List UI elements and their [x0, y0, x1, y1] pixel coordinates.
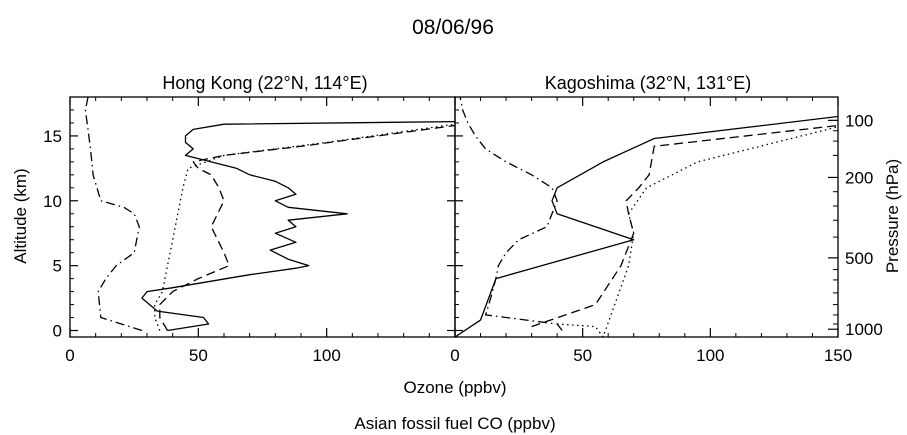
x-axis-label-ozone: Ozone (ppbv)	[404, 378, 507, 397]
hong-kong-panel: 0 50 100 0 5 10 15	[43, 96, 456, 365]
pressure-tick-label: 1000	[845, 320, 883, 339]
y-tick-label: 5	[53, 257, 62, 276]
x-tick-label: 0	[65, 346, 74, 365]
y-tick-label: 15	[43, 127, 62, 146]
y-axis-label-pressure: Pressure (hPa)	[883, 159, 902, 273]
pressure-axis: 100 200 500 1000	[828, 111, 883, 339]
y-axis-label-altitude: Altitude (km)	[11, 168, 30, 263]
figure-title: 08/06/96	[412, 16, 494, 39]
plot-frame	[454, 96, 839, 338]
kagoshima-panel: 0 50 100 150	[450, 96, 852, 365]
x-tick-label: 150	[824, 346, 852, 365]
series-line-dotted	[154, 123, 455, 331]
series-line-dash-dot	[84, 97, 143, 332]
x-tick-label: 50	[573, 346, 592, 365]
series-line-solid	[141, 120, 455, 332]
pressure-tick-label: 200	[845, 168, 873, 187]
pressure-tick-label: 500	[845, 249, 873, 268]
x-tick-label: 50	[189, 346, 208, 365]
y-tick-label: 0	[53, 322, 62, 341]
x-tick-label: 0	[450, 346, 459, 365]
series-line-dashed	[159, 124, 455, 331]
x-tick-label: 100	[696, 346, 724, 365]
series-line-dash-dot	[459, 97, 563, 331]
series-line-dotted	[557, 126, 838, 337]
pressure-tick-label: 100	[845, 111, 873, 130]
x-axis-label-co: Asian fossil fuel CO (ppbv)	[354, 414, 555, 433]
y-tick-label: 10	[43, 192, 62, 211]
panel-title-hong-kong: Hong Kong (22°N, 114°E)	[162, 73, 367, 93]
series-line-dashed	[531, 124, 838, 328]
series-line-solid	[455, 115, 838, 337]
panel-title-kagoshima: Kagoshima (32°N, 131°E)	[545, 73, 752, 93]
x-tick-label: 100	[312, 346, 340, 365]
